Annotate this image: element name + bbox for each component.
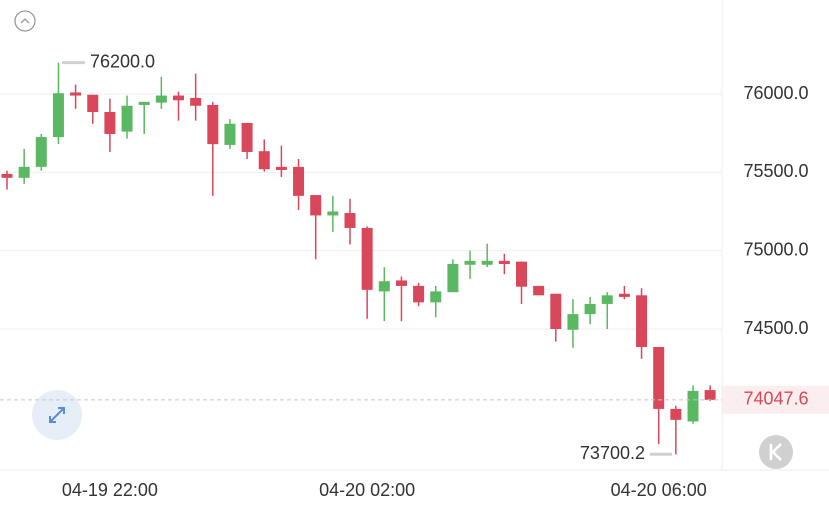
candle-body — [327, 211, 339, 216]
y-tick-label: 75500.0 — [743, 161, 808, 181]
candle-body — [516, 261, 527, 287]
candle-body — [155, 95, 167, 103]
candle-body — [653, 347, 665, 409]
x-tick-label: 04-20 02:00 — [319, 480, 415, 500]
expand-button[interactable] — [32, 390, 82, 440]
y-tick-label: 76000.0 — [743, 83, 808, 103]
collapse-button[interactable] — [14, 10, 36, 32]
candle-body — [190, 97, 202, 106]
candle-body — [1, 173, 13, 178]
candle-body — [567, 314, 579, 330]
candle-body — [224, 123, 236, 145]
candle-body — [378, 281, 390, 292]
candle-body — [361, 227, 373, 290]
x-tick-label: 04-19 22:00 — [62, 480, 158, 500]
candle-body — [395, 280, 407, 286]
candle-body — [121, 105, 133, 132]
y-tick-label: 75000.0 — [743, 239, 808, 259]
candle-body — [670, 408, 682, 420]
annotation-label: 76200.0 — [90, 51, 155, 71]
expand-icon — [49, 407, 65, 423]
candle-body — [584, 303, 596, 315]
candle-body — [636, 295, 648, 348]
candle-body — [413, 285, 425, 303]
candle-body — [275, 166, 287, 170]
candle-body — [138, 101, 150, 105]
candle-body — [464, 260, 476, 265]
candle-body — [687, 390, 699, 422]
candle-body — [35, 137, 47, 167]
candle-body — [258, 151, 270, 170]
y-tick-label: 74500.0 — [743, 318, 808, 338]
candle-body — [18, 166, 30, 178]
candle-body — [498, 260, 510, 264]
candle-body — [70, 92, 82, 96]
collapse-chevron — [20, 18, 30, 24]
candle-body — [533, 285, 545, 296]
candle-body — [104, 112, 116, 134]
kline-button[interactable] — [759, 435, 793, 469]
kline-circle — [759, 435, 793, 469]
candle-body — [704, 390, 716, 400]
annotation-label: 73700.2 — [580, 443, 645, 463]
candle-body — [481, 260, 493, 265]
candle-body — [87, 94, 99, 113]
collapse-circle — [14, 10, 36, 32]
candle-body — [293, 166, 305, 196]
candle-body — [310, 195, 322, 216]
candle-body — [241, 122, 253, 152]
candle-body — [344, 213, 356, 228]
candle-body — [173, 95, 184, 101]
last-price-label: 74047.6 — [743, 389, 808, 409]
candle-body — [550, 293, 562, 329]
candle-body — [618, 293, 630, 297]
x-tick-label: 04-20 06:00 — [611, 480, 707, 500]
candle-body — [601, 295, 613, 304]
candle-body — [430, 291, 442, 303]
last-price-tag — [722, 385, 829, 414]
candle-body — [447, 263, 459, 293]
candle-body — [207, 104, 219, 145]
kline-icon — [769, 443, 782, 461]
candle-body — [52, 93, 64, 138]
